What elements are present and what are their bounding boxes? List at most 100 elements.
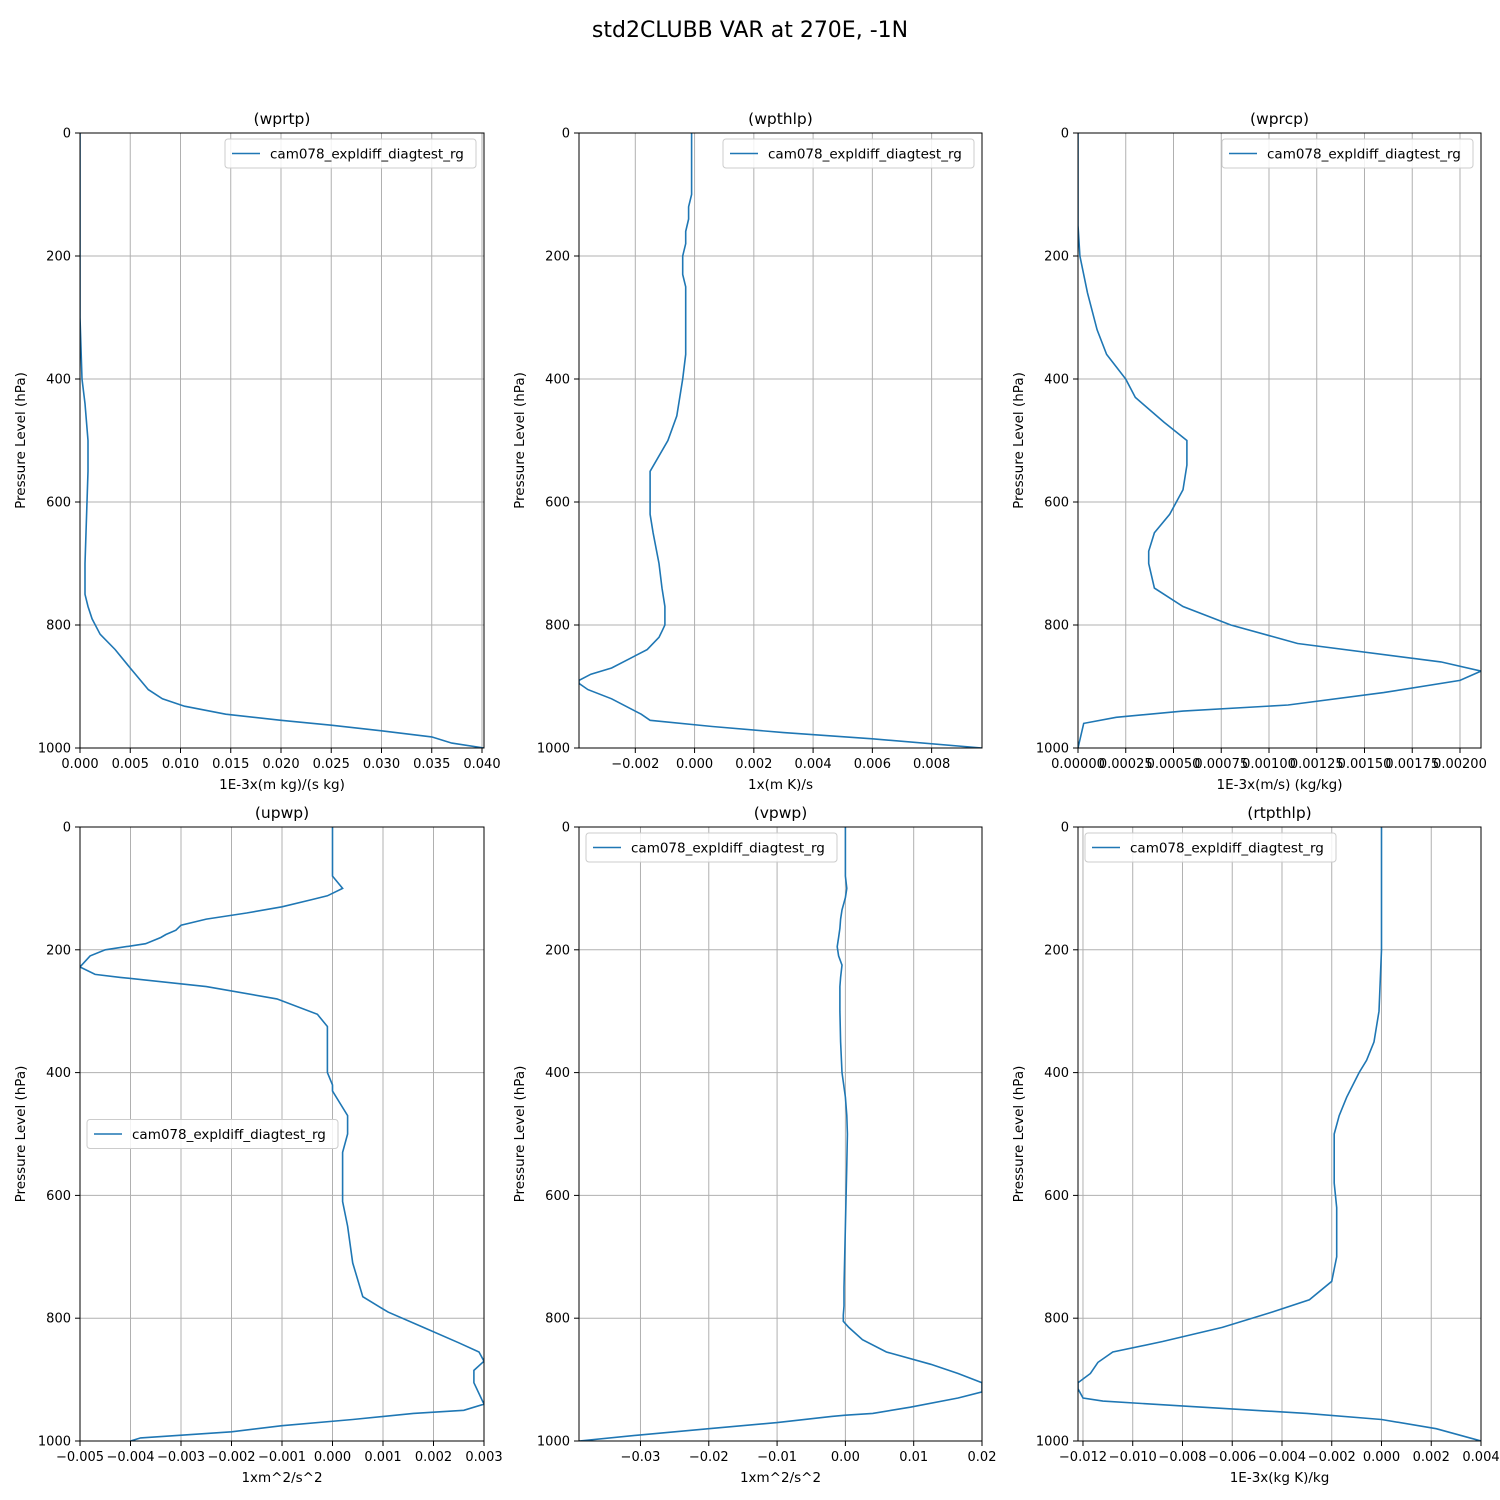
y-tick-label: 200: [545, 250, 570, 265]
series-line: [579, 827, 982, 1441]
x-tick-label: 0.00150: [1338, 757, 1392, 772]
y-axis-label: Pressure Level (hPa): [1011, 1066, 1027, 1203]
x-tick-label: 0.040: [463, 757, 500, 772]
x-axis-label: 1E-3x(m/s) (kg/kg): [1217, 777, 1343, 793]
x-tick-label: 0.002: [415, 1450, 452, 1465]
x-tick-label: 0.000: [61, 757, 98, 772]
y-tick-label: 600: [46, 1189, 71, 1204]
subplot-title: (rtpthlp): [1247, 804, 1311, 822]
series-line: [1078, 133, 1481, 748]
x-tick-label: 0.035: [413, 757, 450, 772]
x-tick-label: 0.00: [831, 1450, 860, 1465]
legend-entry: cam078_expldiff_diagtest_rg: [631, 841, 825, 857]
x-tick-label: 0.00075: [1194, 757, 1248, 772]
x-tick-label: 0.00175: [1385, 757, 1439, 772]
x-tick-label: 0.003: [465, 1450, 502, 1465]
x-tick-label: 0.006: [854, 757, 891, 772]
y-axis-label: Pressure Level (hPa): [13, 1066, 29, 1203]
x-tick-label: 0.002: [1413, 1450, 1450, 1465]
y-tick-label: 800: [545, 619, 570, 634]
y-tick-label: 400: [1044, 1066, 1069, 1081]
x-tick-label: −0.002: [611, 757, 659, 772]
y-axis-label: Pressure Level (hPa): [512, 1066, 528, 1203]
x-tick-label: 0.001: [364, 1450, 401, 1465]
y-axis-label: Pressure Level (hPa): [512, 372, 528, 509]
y-tick-label: 0: [63, 821, 71, 836]
x-tick-label: −0.001: [258, 1450, 306, 1465]
x-axis-label: 1x(m K)/s: [748, 777, 813, 793]
axes-frame: [79, 132, 485, 749]
axes-frame: [578, 826, 983, 1442]
legend: cam078_expldiff_diagtest_rg: [224, 138, 477, 169]
subplot-title: (upwp): [255, 804, 309, 822]
y-tick-label: 600: [46, 496, 71, 511]
y-tick-label: 0: [1061, 127, 1069, 142]
x-tick-label: −0.004: [1258, 1450, 1306, 1465]
legend: cam078_expldiff_diagtest_rg: [722, 138, 975, 169]
x-tick-label: 0.00125: [1290, 757, 1344, 772]
x-tick-label: −0.012: [1059, 1450, 1107, 1465]
x-tick-label: 0.008: [913, 757, 950, 772]
series-line: [579, 133, 982, 748]
y-tick-label: 1000: [38, 742, 71, 757]
y-tick-label: 600: [1044, 1189, 1069, 1204]
y-tick-label: 0: [1061, 821, 1069, 836]
series-line: [1078, 827, 1481, 1441]
y-tick-label: 400: [1044, 373, 1069, 388]
legend-box: [224, 138, 477, 169]
x-tick-label: 0.030: [363, 757, 400, 772]
x-tick-label: 0.002: [735, 757, 772, 772]
x-axis-label: 1xm^2/s^2: [241, 1470, 322, 1486]
y-tick-label: 0: [562, 127, 570, 142]
y-axis-label: Pressure Level (hPa): [13, 372, 29, 509]
x-tick-label: 0.00000: [1051, 757, 1105, 772]
subplot-title: (wprcp): [1250, 110, 1309, 128]
y-tick-label: 1000: [537, 742, 570, 757]
x-tick-label: −0.02: [689, 1450, 729, 1465]
y-tick-label: 0: [562, 821, 570, 836]
x-tick-label: −0.005: [56, 1450, 104, 1465]
x-tick-label: 0.000: [676, 757, 713, 772]
legend: cam078_expldiff_diagtest_rg: [1221, 138, 1474, 169]
subplot-1: −0.002 0.000 0.002 0.004 0.006 0.008 0 200 400 60…: [512, 110, 983, 793]
x-tick-label: 0.000: [314, 1450, 351, 1465]
y-tick-label: 0: [63, 127, 71, 142]
x-tick-label: 0.000: [1363, 1450, 1400, 1465]
axes-frame: [1077, 826, 1482, 1442]
y-tick-label: 600: [545, 496, 570, 511]
y-tick-label: 1000: [1036, 742, 1069, 757]
y-tick-label: 200: [1044, 250, 1069, 265]
x-tick-label: 0.004: [794, 757, 831, 772]
subplot-0: 0.000 0.005 0.010 0.015 0.020 0.025 0.030 0.035…: [13, 110, 501, 793]
legend: cam078_expldiff_diagtest_rg: [585, 832, 838, 863]
subplot-title: (wprtp): [254, 110, 311, 128]
legend-entry: cam078_expldiff_diagtest_rg: [768, 147, 962, 163]
y-tick-label: 400: [545, 1066, 570, 1081]
x-tick-label: −0.003: [157, 1450, 205, 1465]
x-tick-label: −0.01: [757, 1450, 797, 1465]
x-tick-label: −0.002: [1308, 1450, 1356, 1465]
y-tick-label: 400: [46, 373, 71, 388]
x-tick-label: 0.020: [262, 757, 299, 772]
x-tick-label: 0.010: [162, 757, 199, 772]
series-line: [80, 827, 484, 1441]
x-tick-label: −0.010: [1109, 1450, 1157, 1465]
legend-box: [1084, 832, 1337, 863]
series-line: [80, 133, 484, 748]
x-tick-label: −0.006: [1208, 1450, 1256, 1465]
x-tick-label: −0.004: [106, 1450, 154, 1465]
x-tick-label: 0.00100: [1242, 757, 1296, 772]
legend-entry: cam078_expldiff_diagtest_rg: [132, 1127, 326, 1143]
x-tick-label: 0.00025: [1099, 757, 1153, 772]
x-tick-label: 0.025: [313, 757, 350, 772]
y-tick-label: 1000: [1036, 1435, 1069, 1450]
x-axis-label: 1E-3x(kg K)/kg: [1230, 1470, 1330, 1486]
subplot-5: −0.012 −0.010 −0.008 −0.006 −0.004 −0.002 0.00…: [1011, 804, 1500, 1486]
axes-frame: [578, 132, 983, 749]
x-axis-label: 1E-3x(m kg)/(s kg): [219, 777, 345, 793]
x-tick-label: 0.00050: [1147, 757, 1201, 772]
axes-frame: [1077, 132, 1482, 749]
x-tick-label: 0.015: [212, 757, 249, 772]
legend-entry: cam078_expldiff_diagtest_rg: [270, 147, 464, 163]
